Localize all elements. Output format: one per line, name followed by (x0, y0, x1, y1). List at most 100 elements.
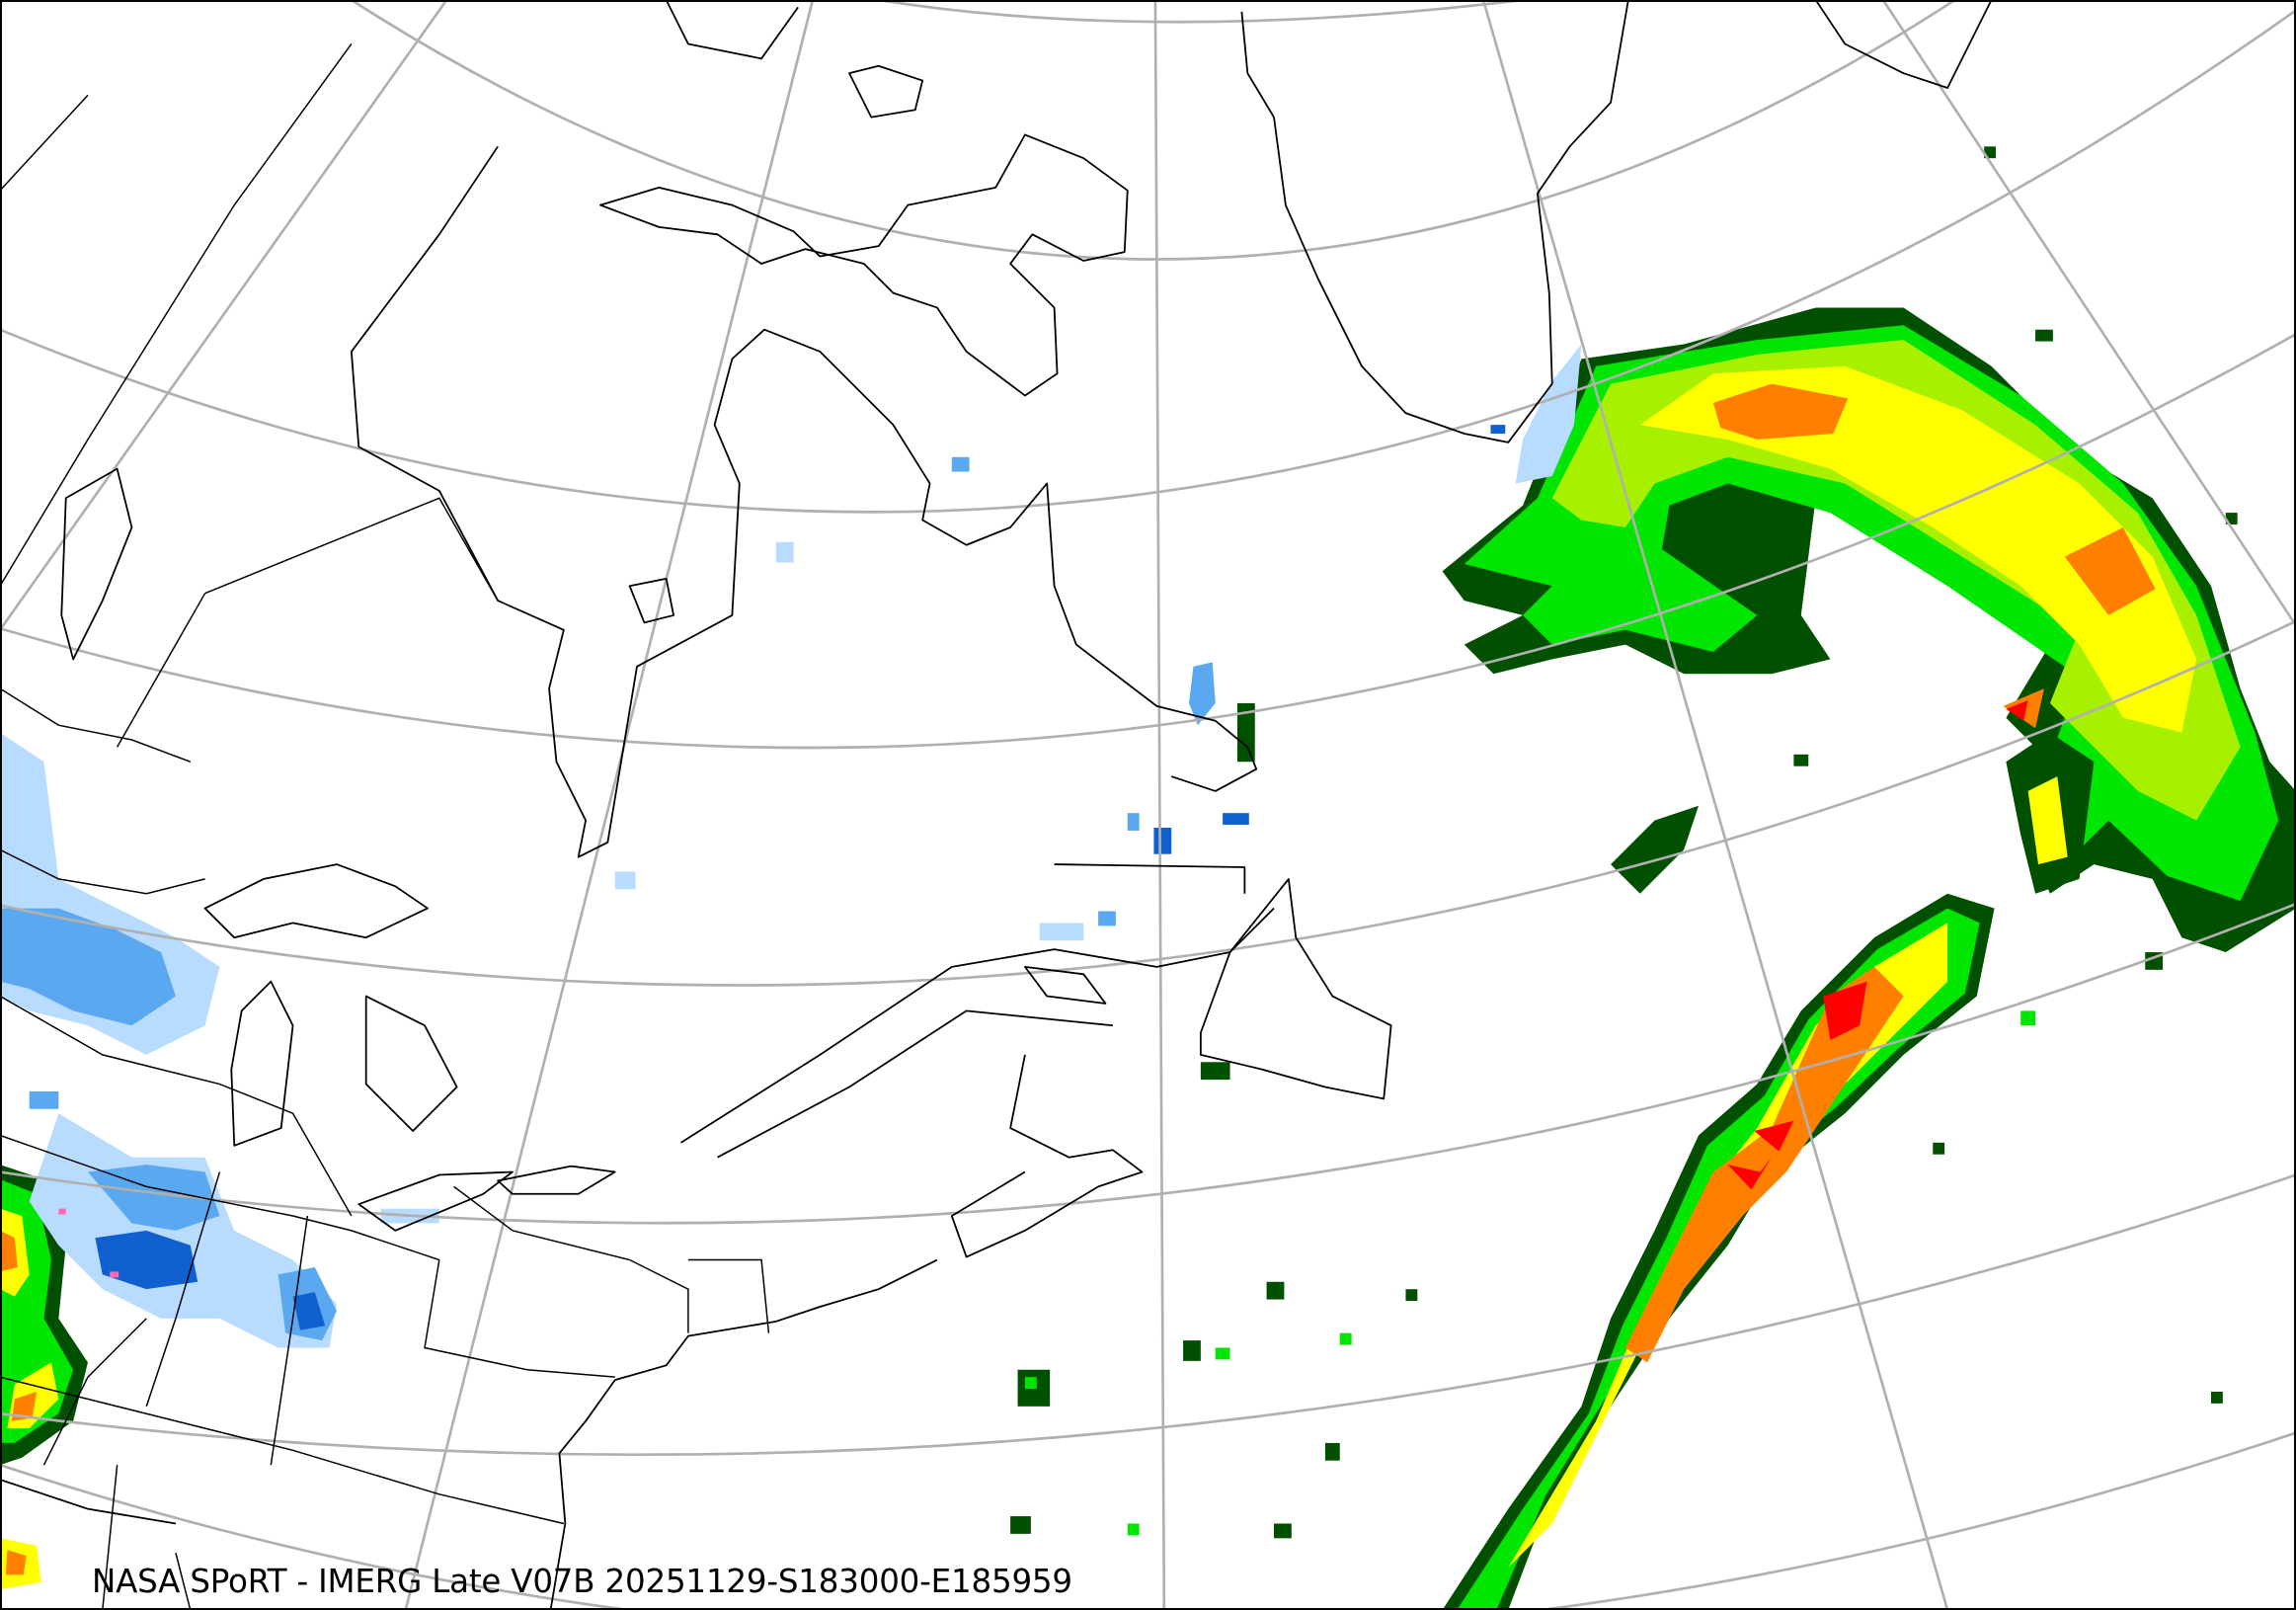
precip-cell (0, 1230, 18, 1272)
precip-cell (1274, 1523, 1292, 1539)
precip-cell (29, 1090, 59, 1109)
parallel-line (0, 902, 2296, 1225)
precip-cell (110, 1271, 119, 1278)
precip-cell (1405, 1289, 1418, 1302)
rain-area-orange (2064, 526, 2156, 615)
rain-area-yellow (2027, 776, 2068, 865)
state-border (687, 1258, 770, 1333)
precip-cell (2035, 329, 2053, 342)
precip-cell (775, 541, 794, 563)
product-caption: NASA SPoRT - IMERG Late V07B 20251129-S1… (92, 1563, 1072, 1600)
precip-cell (1127, 813, 1140, 831)
precip-cell (0, 908, 176, 1026)
precip-cell (1793, 754, 1809, 766)
hudson-bay-coast (350, 145, 1216, 858)
rain-area-red (1727, 1157, 1773, 1190)
precip-cell (1183, 1340, 1201, 1361)
parallel-line (0, 619, 2296, 987)
parallel-line (0, 1431, 2296, 1610)
province-border (116, 593, 206, 748)
precip-cell (1010, 1516, 1031, 1534)
precip-cell (1189, 662, 1216, 726)
precip-cell (1098, 911, 1116, 926)
precip-cell (5, 1550, 27, 1575)
precip-cell (951, 456, 970, 472)
precip-cell (1153, 827, 1172, 854)
precip-cell (1236, 702, 1255, 763)
rain-area-orange (1624, 966, 1904, 1363)
state-border (424, 1259, 615, 1378)
province-border (0, 94, 89, 192)
precip-cell (1515, 344, 1582, 484)
meridian-line (1481, 0, 1949, 1610)
precip-cell (1200, 1062, 1230, 1081)
rain-scattered-cells (1010, 146, 2238, 1539)
rain-cold-front-band (1442, 732, 2095, 1610)
meridian-line (1153, 0, 1166, 1610)
precip-cell (58, 1208, 66, 1215)
rain-area-red (2006, 699, 2028, 721)
precip-cell (1266, 1281, 1285, 1300)
st-lawrence-south-shore (717, 1009, 1114, 1159)
precip-cell (87, 1165, 220, 1231)
rain-area-lime (1551, 340, 2241, 821)
precip-cell (2210, 1392, 2223, 1404)
precip-cell (292, 1292, 326, 1330)
state-border (175, 1552, 192, 1610)
precip-cell (2225, 513, 2238, 524)
us-east-coast (549, 1258, 938, 1610)
gulf-coast-south (0, 1479, 177, 1525)
precip-cell (1024, 1377, 1037, 1390)
labrador-quebec-border (1054, 863, 1246, 894)
rain-area-moderate (1457, 908, 1980, 1610)
parallel-line (878, 0, 1524, 24)
lake-superior (203, 863, 429, 939)
newfoundland-coast (1199, 878, 1392, 1100)
province-border (0, 687, 192, 763)
parallel-line (0, 1173, 2296, 1456)
parallel-line (0, 332, 2296, 750)
precip-cell (1324, 1442, 1340, 1461)
precip-cell (11, 1392, 38, 1421)
us-canada-border (453, 1185, 689, 1333)
st-lawrence-north-shore (680, 907, 1275, 1144)
state-border (270, 1215, 309, 1466)
precip-cell (1215, 1347, 1230, 1360)
us-canada-border (0, 848, 205, 895)
lake-michigan (230, 980, 294, 1147)
province-border (204, 497, 499, 602)
state-border (0, 1376, 565, 1525)
precip-cell (1127, 1523, 1140, 1536)
precip-cell (614, 871, 636, 890)
state-border (0, 1134, 440, 1261)
precip-cell (1339, 1332, 1352, 1345)
rain-area-light (1611, 805, 1700, 894)
gaspe-maritimes (950, 1054, 1144, 1258)
lake-erie (357, 1170, 514, 1232)
precip-cell (1933, 1142, 1945, 1155)
lake-huron (364, 995, 458, 1132)
greenland-coast (1240, 0, 1629, 443)
precip-cell (1039, 923, 1084, 941)
precip-cell (1223, 813, 1249, 826)
meridian-line (404, 0, 815, 1610)
rain-southwest-edge (0, 1165, 88, 1590)
precip-cell (1490, 425, 1506, 435)
precip-cell (2020, 1010, 2036, 1026)
state-border (0, 995, 353, 1217)
precip-cell (1984, 146, 1997, 159)
james-bay-islands (628, 577, 674, 624)
state-border (145, 1171, 221, 1408)
parallel-line (351, 0, 1956, 261)
borders (0, 43, 770, 1610)
lake-ontario (497, 1165, 616, 1195)
meridian-line (0, 0, 448, 631)
baffin-island-coast (599, 133, 1129, 397)
arctic-islands (848, 64, 924, 119)
greenland-east (1814, 0, 1993, 89)
labrador-coast (1170, 720, 1258, 792)
meridian-line (1881, 0, 2296, 627)
anticosti-island (1024, 966, 1107, 1005)
